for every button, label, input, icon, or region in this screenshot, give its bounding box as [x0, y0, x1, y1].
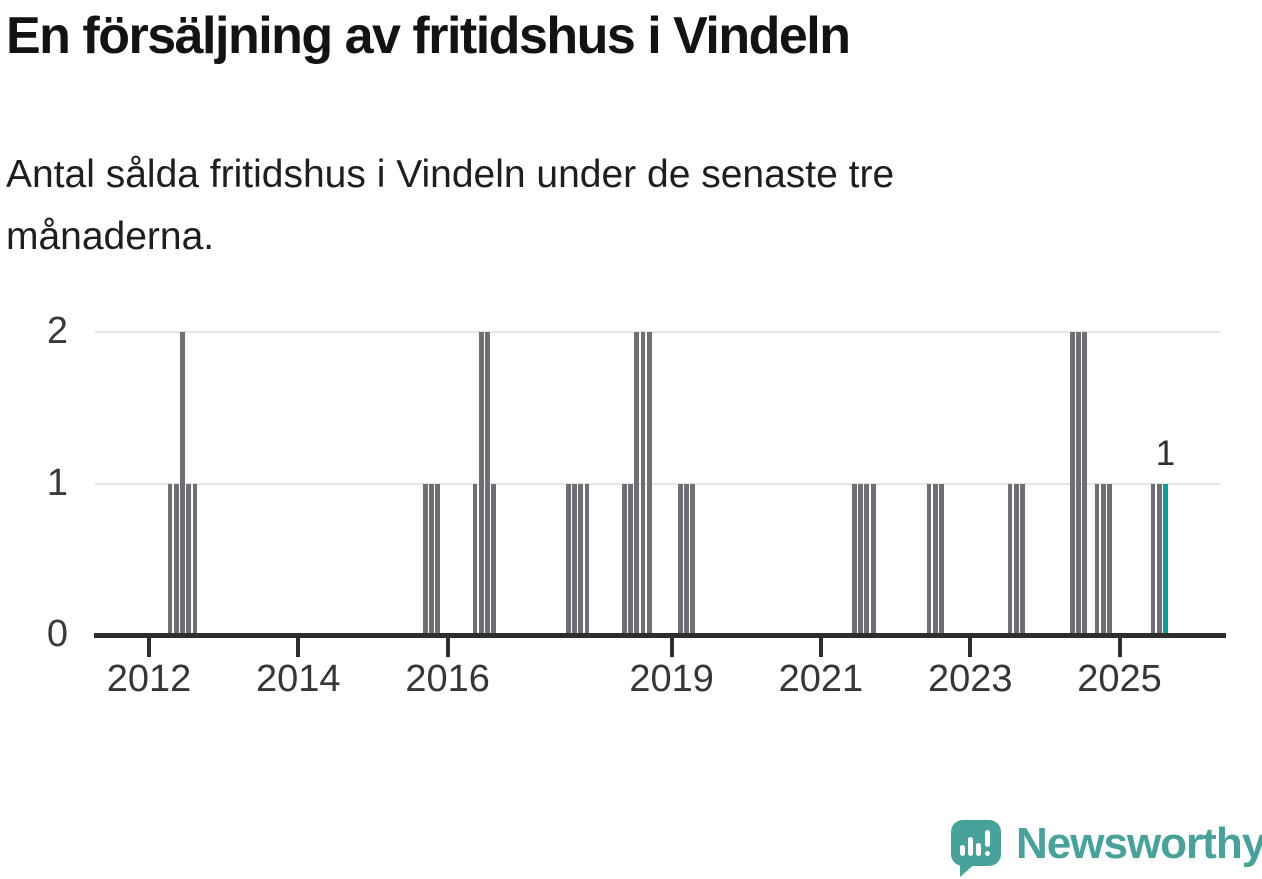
- chart-subtitle: Antal sålda fritidshus i Vindeln under d…: [6, 144, 1186, 268]
- bar: [422, 483, 428, 635]
- bar: [684, 483, 689, 635]
- y-axis-tick-label: 1: [46, 461, 68, 504]
- logo-exclamation-dot-icon: [985, 851, 990, 856]
- chart-subtitle-line-1: Antal sålda fritidshus i Vindeln under d…: [6, 153, 895, 196]
- x-axis-tick-label: 2016: [405, 658, 490, 700]
- chart-subtitle-line-2: månaderna.: [6, 215, 215, 258]
- bar: [932, 483, 938, 635]
- bar: [646, 332, 652, 635]
- x-axis-tick: [147, 637, 151, 657]
- bar: [435, 483, 440, 635]
- x-axis-tick: [669, 637, 674, 657]
- bar: [1069, 332, 1075, 635]
- bar: [858, 483, 864, 635]
- bar: [677, 483, 683, 635]
- bar: [428, 483, 434, 635]
- bar: [173, 483, 179, 635]
- bar: [186, 483, 192, 635]
- bar: [491, 483, 496, 635]
- x-axis-tick-label: 2019: [629, 658, 714, 700]
- bar: [690, 483, 696, 635]
- logo-bar-chart-icon: [968, 837, 973, 856]
- chart-title: En försäljning av fritidshus i Vindeln: [6, 7, 851, 65]
- bar: [864, 483, 870, 635]
- bar: [478, 332, 484, 635]
- bar: [472, 483, 478, 635]
- logo-bar-chart-icon: [976, 843, 981, 856]
- bar: [852, 483, 857, 635]
- bar: [1076, 332, 1081, 635]
- bar: [180, 332, 185, 635]
- x-axis-tick: [1117, 637, 1122, 657]
- x-axis-tick: [968, 637, 973, 657]
- bar: [1150, 483, 1156, 635]
- bar: [572, 483, 577, 635]
- bar: [1020, 483, 1025, 635]
- bar: [1156, 483, 1162, 635]
- x-axis-tick: [296, 637, 301, 657]
- x-axis-tick: [445, 637, 450, 657]
- bar-highlight-current: [1163, 483, 1168, 635]
- bar: [565, 483, 571, 635]
- bar: [1013, 483, 1019, 635]
- bar: [1007, 483, 1013, 635]
- bar: [870, 483, 876, 635]
- x-axis-line: [94, 633, 1226, 638]
- bar: [584, 483, 590, 635]
- newsworthy-logo-icon: [951, 820, 1001, 866]
- gridline: [95, 482, 1220, 485]
- bar: [640, 332, 646, 635]
- bar: [484, 332, 490, 635]
- x-axis-tick-label: 2012: [106, 658, 192, 700]
- x-axis-tick: [818, 637, 823, 657]
- highlight-value-label: 1: [1155, 433, 1176, 473]
- bar: [621, 483, 627, 635]
- bar: [628, 483, 633, 635]
- bar: [578, 483, 584, 635]
- x-axis-tick-label: 2025: [1077, 658, 1162, 700]
- gridline: [95, 331, 1220, 333]
- x-axis-tick-label: 2014: [256, 658, 341, 700]
- y-axis-tick-label: 0: [46, 613, 68, 655]
- bar: [1094, 483, 1100, 635]
- bar: [634, 332, 640, 635]
- bar: [167, 483, 173, 635]
- x-axis-tick-label: 2021: [778, 658, 864, 700]
- bar: [939, 483, 944, 635]
- bar: [1107, 483, 1112, 635]
- bar: [926, 483, 932, 635]
- logo-exclamation-icon: [985, 830, 990, 847]
- y-axis-tick-label: 2: [46, 310, 68, 352]
- bar: [1082, 332, 1088, 635]
- newsworthy-wordmark: Newsworthy: [1016, 819, 1262, 868]
- x-axis-tick-label: 2023: [927, 658, 1013, 700]
- logo-bar-chart-icon: [960, 845, 965, 856]
- bar: [1100, 483, 1106, 635]
- bar: [192, 483, 198, 635]
